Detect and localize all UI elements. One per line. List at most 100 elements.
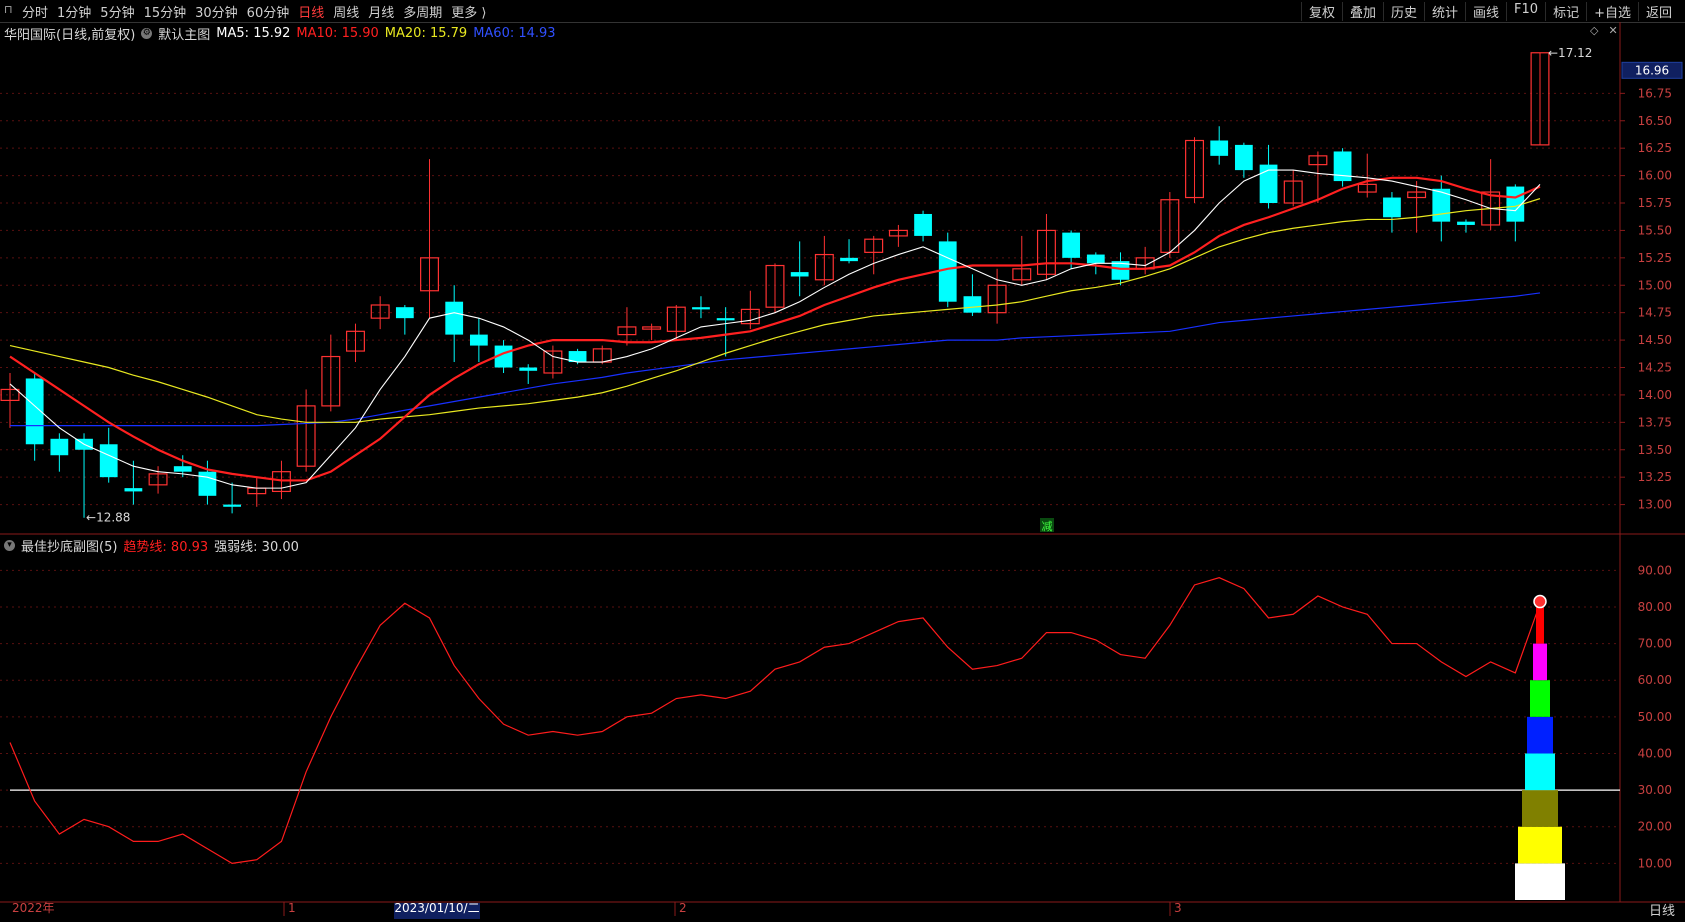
candle-body bbox=[173, 466, 192, 472]
period-button[interactable]: 日线 bbox=[1648, 904, 1675, 919]
candle-body bbox=[790, 272, 809, 277]
toolbar-button[interactable]: 历史 bbox=[1382, 2, 1424, 21]
ma5-line bbox=[9, 169, 1541, 489]
selected-date-label: 2023/01/10/二 bbox=[394, 901, 479, 915]
signal-dot bbox=[1533, 594, 1547, 609]
candle-body bbox=[99, 444, 118, 478]
candle-body bbox=[987, 284, 1007, 314]
sub-axis-label: 20.00 bbox=[1638, 820, 1672, 834]
price-axis-label: 15.75 bbox=[1638, 196, 1672, 210]
price-axis-label: 13.00 bbox=[1638, 498, 1672, 512]
settings-icon[interactable]: ⚙ bbox=[141, 27, 153, 39]
sub-axis-label: 30.00 bbox=[1638, 783, 1672, 797]
period-tab[interactable]: 日线 bbox=[298, 6, 325, 21]
price-axis-label: 14.00 bbox=[1638, 388, 1672, 402]
candle-body bbox=[346, 330, 365, 352]
period-tab[interactable]: 分时 bbox=[22, 6, 49, 21]
bottom-signal-bar-segment bbox=[1525, 753, 1555, 791]
toolbar-button[interactable]: 返回 bbox=[1637, 2, 1679, 21]
period-tab[interactable]: 5分钟 bbox=[100, 6, 135, 21]
sub-axis-label: 40.00 bbox=[1638, 746, 1672, 760]
price-axis-label: 14.50 bbox=[1638, 333, 1672, 347]
close-icon[interactable]: ✕ bbox=[1608, 24, 1618, 37]
period-tab[interactable]: 月线 bbox=[368, 6, 395, 21]
period-tab[interactable]: 1分钟 bbox=[57, 6, 92, 21]
price-axis-label: 16.25 bbox=[1638, 141, 1672, 155]
candle-body bbox=[1036, 229, 1056, 275]
candle-body bbox=[1357, 183, 1377, 193]
candle-body bbox=[1481, 191, 1501, 226]
candle-body bbox=[568, 351, 587, 363]
price-axis-label: 15.25 bbox=[1638, 251, 1672, 265]
bottom-signal-bar-segment bbox=[1515, 863, 1565, 900]
ma60-line bbox=[10, 292, 1541, 427]
price-axis-label: 16.00 bbox=[1638, 169, 1672, 183]
stock-title: 华阳国际(日线,前复权) bbox=[4, 27, 136, 43]
chart-corner-icons: ◇ ✕ bbox=[1590, 24, 1618, 37]
period-tab[interactable]: 15分钟 bbox=[143, 6, 187, 21]
price-axis-label: 16.50 bbox=[1638, 114, 1672, 128]
candle-body bbox=[1308, 155, 1328, 166]
price-axis-label: 14.75 bbox=[1638, 306, 1672, 320]
period-tab[interactable]: 60分钟 bbox=[246, 6, 290, 21]
top-toolbar: ⊓ 分时 1分钟 5分钟 15分钟 30分钟 60分钟 日线 周线 月线 多周期 更多 ⟩ 复权 叠加… bbox=[0, 0, 1685, 23]
candle-body bbox=[1283, 180, 1303, 204]
period-tab[interactable]: 更多 ⟩ bbox=[451, 6, 487, 21]
candle-body bbox=[1210, 140, 1229, 156]
candle-body bbox=[864, 238, 884, 253]
sub-axis-label: 50.00 bbox=[1638, 710, 1672, 724]
candle-body bbox=[1111, 261, 1130, 280]
period-tab[interactable]: 周线 bbox=[333, 6, 360, 21]
toolbar-button[interactable]: 统计 bbox=[1424, 2, 1465, 21]
toolbar-button[interactable]: 画线 bbox=[1465, 2, 1506, 21]
toolbar-right-buttons: 复权 叠加 历史 统计 画线 F10 标记 +自选 返回 bbox=[1300, 2, 1679, 21]
bottom-signal-bar-segment bbox=[1518, 826, 1562, 864]
toolbar-button[interactable]: +自选 bbox=[1586, 2, 1638, 21]
candle-body bbox=[666, 306, 686, 332]
candle-body bbox=[370, 304, 390, 319]
toolbar-button[interactable]: 叠加 bbox=[1341, 2, 1383, 21]
diamond-icon[interactable]: ◇ bbox=[1590, 24, 1599, 37]
toolbar-button[interactable]: F10 bbox=[1506, 2, 1545, 21]
candle-body bbox=[1062, 232, 1081, 258]
period-tab[interactable]: 多周期 bbox=[403, 6, 443, 21]
price-axis-label: 14.25 bbox=[1638, 361, 1672, 375]
price-axis-label: 15.50 bbox=[1638, 223, 1672, 237]
candle-body bbox=[1530, 52, 1550, 146]
trend-line bbox=[9, 577, 1541, 864]
bottom-signal-bar-segment bbox=[1527, 716, 1553, 754]
dropdown-icon[interactable]: ▾ bbox=[4, 539, 15, 551]
candle-body bbox=[395, 307, 414, 319]
pin-icon[interactable]: ⊓ bbox=[4, 3, 13, 16]
date-label-month: 3 bbox=[1174, 901, 1182, 915]
candle-body bbox=[716, 318, 735, 321]
toolbar-button[interactable]: 标记 bbox=[1545, 2, 1586, 21]
candle-body bbox=[1012, 268, 1032, 281]
price-axis-label: 15.00 bbox=[1638, 278, 1672, 292]
period-tab[interactable]: 30分钟 bbox=[195, 6, 238, 21]
trend-value: 趋势线: 80.93 bbox=[123, 539, 209, 555]
candle-body bbox=[814, 253, 834, 281]
candle-body bbox=[50, 438, 69, 456]
bottom-signal-bar-segment bbox=[1530, 680, 1550, 717]
candle-body bbox=[938, 241, 957, 302]
candle-body bbox=[25, 378, 44, 445]
high-price-label: ←17.12 bbox=[1548, 46, 1592, 60]
candle-body bbox=[223, 504, 241, 507]
chart-label[interactable]: 默认主图 bbox=[158, 27, 211, 43]
signal-text: 减 bbox=[1042, 520, 1053, 533]
candle-body bbox=[148, 473, 168, 486]
candle-body bbox=[124, 488, 143, 492]
candle-body bbox=[740, 308, 760, 325]
sub-chart-name[interactable]: 最佳抄底副图(5) bbox=[21, 539, 118, 555]
sub-axis-label: 90.00 bbox=[1638, 563, 1672, 577]
toolbar-button[interactable]: 复权 bbox=[1300, 2, 1342, 21]
candle-body bbox=[617, 326, 637, 336]
ma20-value: MA20: 15.79 bbox=[384, 25, 468, 41]
sub-axis-label: 80.00 bbox=[1638, 600, 1672, 614]
sub-axis-label: 70.00 bbox=[1638, 637, 1672, 651]
candle-body bbox=[1407, 191, 1427, 199]
candle-body bbox=[445, 301, 464, 335]
low-price-label: ←12.88 bbox=[86, 511, 130, 525]
